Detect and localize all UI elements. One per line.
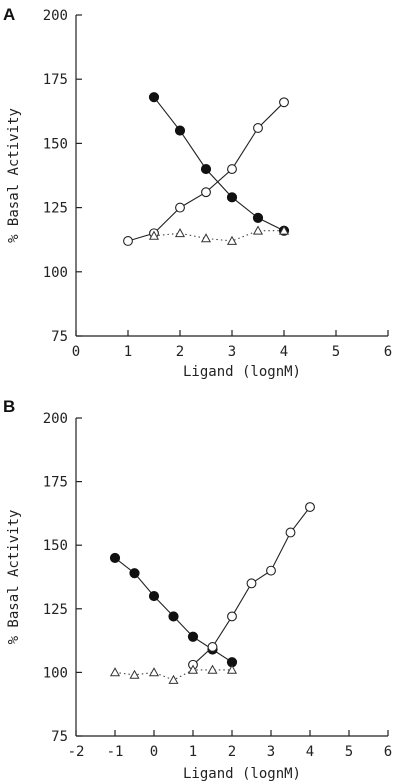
y-tick-label: 150 bbox=[43, 136, 68, 152]
y-tick-label: 125 bbox=[43, 201, 68, 217]
y-axis-title: % Basal Activity bbox=[6, 108, 22, 243]
y-tick-label: 175 bbox=[43, 72, 68, 88]
data-point-open-triangle bbox=[252, 225, 264, 235]
y-tick-label: 175 bbox=[43, 475, 68, 491]
y-tick-label: 125 bbox=[43, 602, 68, 618]
data-point-open-circle bbox=[201, 187, 211, 198]
data-point-open-triangle bbox=[174, 228, 186, 238]
x-tick-label: 5 bbox=[345, 744, 353, 760]
data-point-open-circle bbox=[253, 123, 263, 133]
y-tick-label: 75 bbox=[51, 729, 68, 745]
data-point-filled-circle bbox=[252, 212, 264, 223]
y-axis-title: % Basal Activity bbox=[6, 510, 22, 645]
data-point-open-circle bbox=[279, 97, 289, 108]
data-point-open-triangle bbox=[207, 664, 218, 674]
data-point-open-circle bbox=[175, 202, 185, 213]
x-tick-label: -2 bbox=[68, 744, 85, 760]
x-tick-label: 0 bbox=[150, 744, 158, 760]
data-point-open-triangle bbox=[226, 235, 238, 245]
data-point-open-triangle bbox=[187, 664, 199, 674]
x-tick-label: 4 bbox=[306, 744, 314, 760]
x-tick-label: 6 bbox=[384, 744, 392, 760]
data-point-filled-circle bbox=[168, 611, 179, 622]
x-tick-label: 4 bbox=[280, 344, 288, 360]
panel-a: A 75 100 125 150 175 200 0 1 2 3 4 5 6 Ligand (lognM)%… bbox=[3, 5, 392, 380]
x-tick-label: 3 bbox=[267, 744, 275, 760]
x-tick-label: 5 bbox=[332, 344, 340, 360]
data-point-open-circle bbox=[246, 578, 257, 589]
data-point-open-circle bbox=[227, 611, 237, 622]
x-tick-label: 3 bbox=[228, 344, 236, 360]
series-line-open-triangle bbox=[153, 230, 284, 242]
data-point-filled-circle bbox=[187, 631, 199, 642]
y-tick-label: 75 bbox=[51, 329, 68, 345]
data-point-filled-circle bbox=[226, 192, 238, 203]
data-point-open-triangle bbox=[129, 669, 140, 679]
y-tick-label: 100 bbox=[43, 265, 68, 281]
data-point-filled-circle bbox=[148, 92, 160, 103]
panel-label: B bbox=[3, 397, 15, 416]
x-tick-label: 6 bbox=[384, 344, 392, 360]
data-point-open-triangle bbox=[278, 225, 290, 235]
data-point-open-circle bbox=[123, 236, 133, 246]
data-point-filled-circle bbox=[174, 125, 186, 136]
series-line-filled-circle bbox=[153, 96, 285, 232]
data-point-filled-circle bbox=[200, 163, 212, 175]
data-point-filled-circle bbox=[148, 590, 160, 602]
data-point-open-circle bbox=[266, 565, 276, 576]
x-tick-label: 2 bbox=[176, 344, 184, 360]
data-point-filled-circle bbox=[109, 552, 121, 564]
x-axis-title: Ligand (lognM) bbox=[183, 766, 301, 782]
x-tick-label: 0 bbox=[72, 344, 80, 360]
y-tick-label: 150 bbox=[43, 538, 68, 554]
panel-label: A bbox=[3, 5, 15, 24]
data-point-open-triangle bbox=[109, 667, 121, 677]
y-tick-label: 200 bbox=[43, 411, 68, 427]
panel-b: B 75 100 125 150 175 200 -2 -1 0 1 2 3 4 5 6 Ligand (log… bbox=[3, 397, 392, 782]
x-tick-label: 1 bbox=[124, 344, 132, 360]
data-point-open-circle bbox=[285, 527, 296, 538]
data-point-open-circle bbox=[207, 642, 218, 652]
data-point-open-triangle bbox=[148, 230, 160, 240]
data-point-open-triangle bbox=[148, 667, 160, 677]
x-tick-label: 1 bbox=[189, 744, 197, 760]
x-axis-title: Ligand (lognM) bbox=[183, 364, 301, 380]
y-tick-label: 200 bbox=[43, 8, 68, 24]
x-tick-label: -1 bbox=[107, 744, 124, 760]
data-point-filled-circle bbox=[129, 568, 140, 579]
data-point-open-circle bbox=[227, 164, 237, 175]
data-point-open-circle bbox=[305, 502, 315, 512]
x-tick-label: 2 bbox=[228, 744, 236, 760]
data-point-open-triangle bbox=[168, 674, 179, 684]
y-tick-label: 100 bbox=[43, 665, 68, 681]
data-point-open-triangle bbox=[226, 664, 238, 674]
data-point-open-triangle bbox=[200, 233, 212, 243]
